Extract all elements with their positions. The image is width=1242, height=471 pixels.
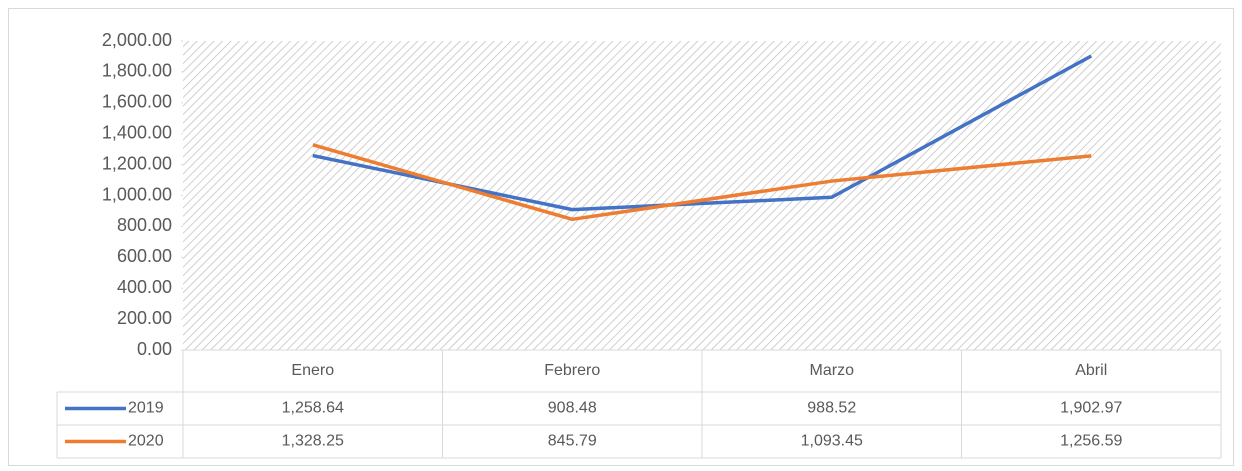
y-tick-label: 2,000.00 xyxy=(102,30,172,50)
data-label: 908.48 xyxy=(548,400,597,417)
data-label: 1,093.45 xyxy=(801,433,863,450)
data-label: 1,902.97 xyxy=(1060,400,1122,417)
y-tick-label: 1,400.00 xyxy=(102,122,172,142)
y-tick-label: 400.00 xyxy=(117,277,172,297)
plot-area xyxy=(183,41,1221,350)
data-label: 845.79 xyxy=(548,433,597,450)
y-tick-label: 1,800.00 xyxy=(102,61,172,81)
x-tick-label: Abril xyxy=(1075,362,1107,379)
data-label: 1,256.59 xyxy=(1060,433,1122,450)
x-tick-label: Febrero xyxy=(544,362,600,379)
x-tick-label: Enero xyxy=(291,362,334,379)
legend-label: 2020 xyxy=(128,433,164,450)
y-tick-label: 200.00 xyxy=(117,308,172,328)
y-tick-label: 1,200.00 xyxy=(102,153,172,173)
y-tick-label: 1,000.00 xyxy=(102,184,172,204)
data-label: 1,328.25 xyxy=(282,433,344,450)
data-label: 988.52 xyxy=(807,400,856,417)
y-tick-label: 600.00 xyxy=(117,246,172,266)
y-tick-label: 1,600.00 xyxy=(102,92,172,112)
y-tick-label: 800.00 xyxy=(117,215,172,235)
x-tick-label: Marzo xyxy=(810,362,855,379)
legend-label: 2019 xyxy=(128,400,164,417)
series-line xyxy=(312,143,1092,222)
data-label: 1,258.64 xyxy=(282,400,344,417)
y-tick-label: 0.00 xyxy=(137,339,172,359)
